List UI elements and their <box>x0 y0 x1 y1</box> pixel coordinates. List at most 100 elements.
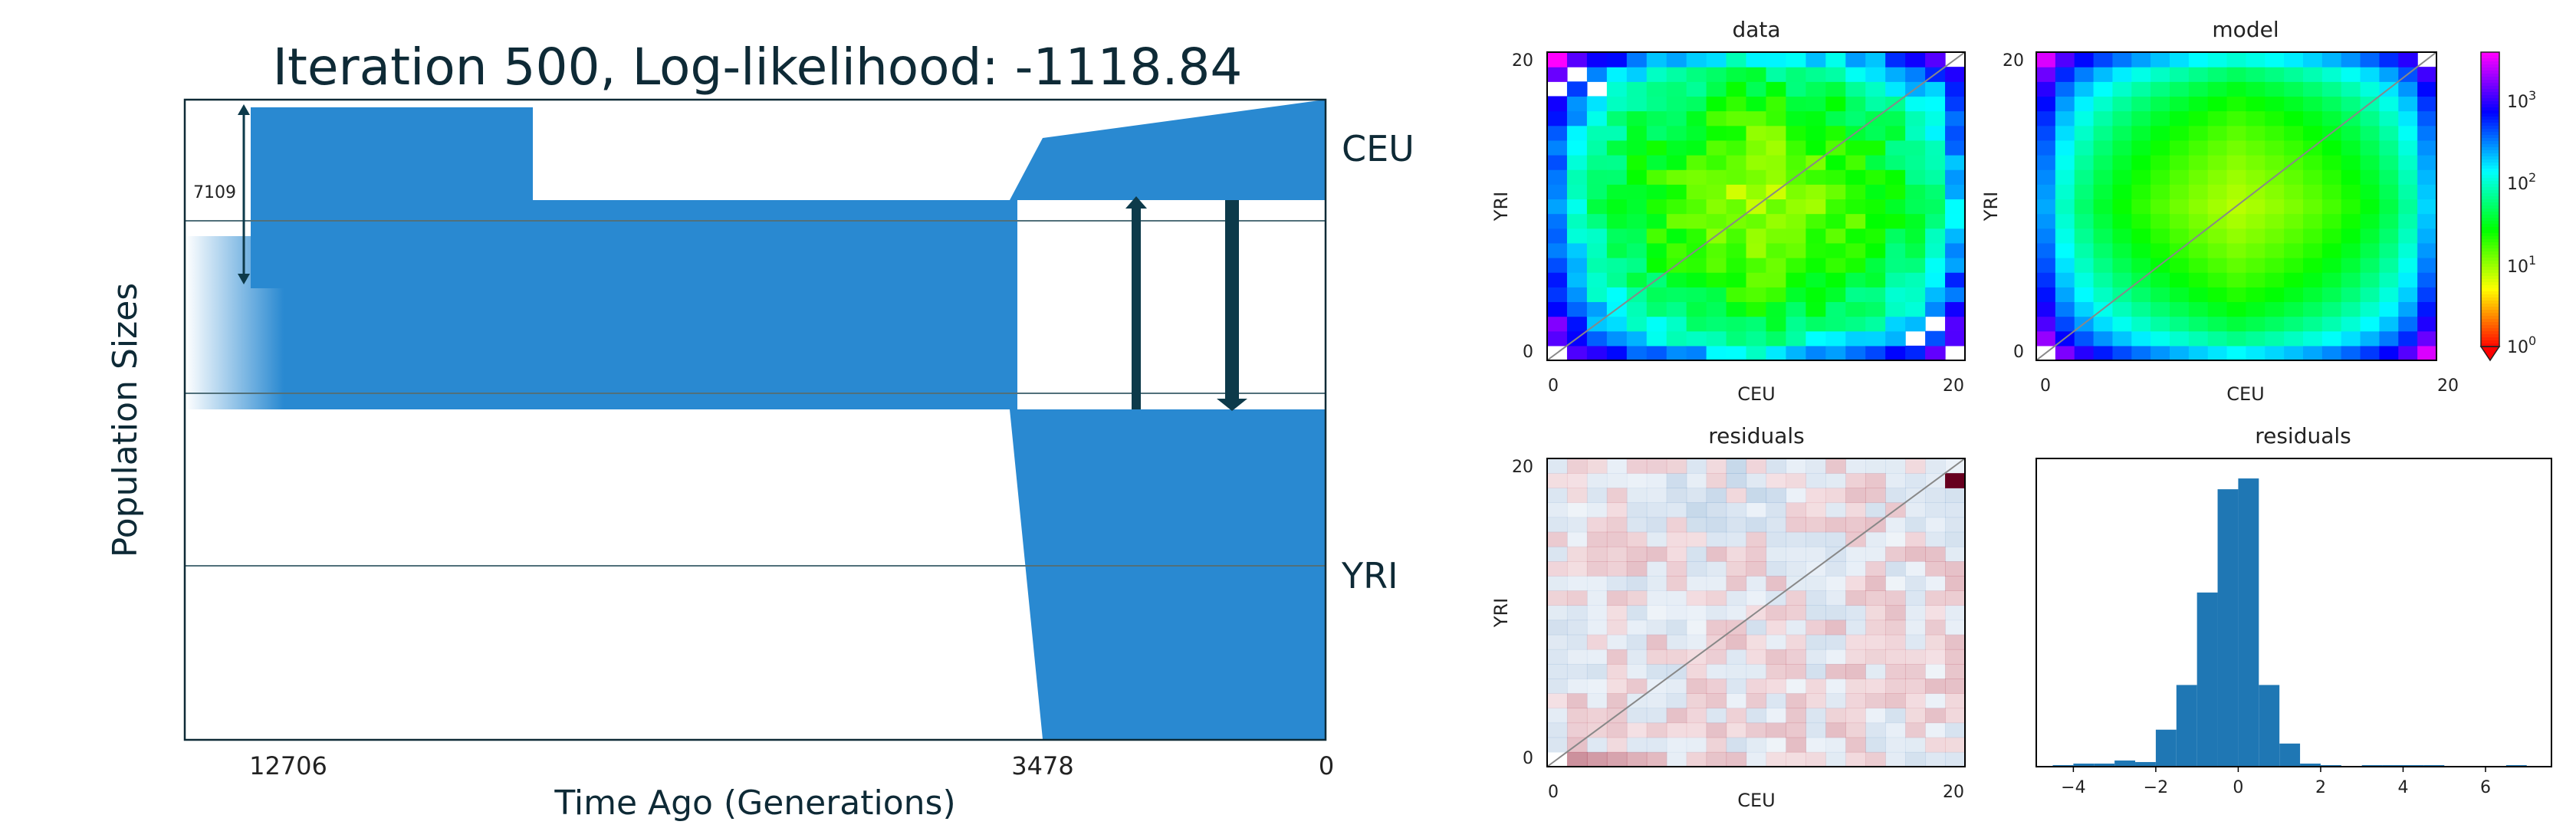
histogram-bar <box>2073 763 2095 767</box>
heatmap-cell <box>1646 96 1668 112</box>
heatmap-cell <box>1606 199 1628 215</box>
colorbar-segment <box>2481 196 2499 200</box>
heatmap-cell <box>1925 664 1946 679</box>
heatmap-cell <box>1845 345 1866 361</box>
heatmap-cell <box>2379 184 2399 200</box>
heatmap-cell <box>1646 546 1668 562</box>
heatmap-cell <box>2341 228 2361 244</box>
heatmap-cell <box>2131 110 2151 127</box>
heatmap-cell <box>1885 169 1906 185</box>
heatmap-cell <box>1726 576 1747 591</box>
heatmap-cell <box>2131 155 2151 170</box>
heatmap-cell <box>1686 213 1707 229</box>
heatmap-cell <box>2303 287 2323 303</box>
heatmap-cell <box>1646 125 1668 141</box>
heatmap-cell <box>2265 52 2285 67</box>
pop-label-yri: YRI <box>1341 555 1398 596</box>
heatmap-cell <box>1706 678 1727 694</box>
heatmap-cell <box>1806 199 1826 215</box>
heatmap-cell <box>2379 199 2399 215</box>
heatmap-cell <box>1845 693 1866 709</box>
heatmap-cell <box>1686 125 1707 141</box>
histogram-x-ticks: −4 −2 0 2 4 6 <box>2061 767 2491 797</box>
heatmap-cell <box>1606 125 1628 141</box>
heatmap-cell <box>1686 722 1707 738</box>
heatmap-cell <box>1945 678 1966 694</box>
heatmap-cell <box>1746 473 1767 488</box>
heatmap-cell <box>1547 140 1568 156</box>
heatmap-cell <box>1706 605 1727 621</box>
heatmap-cell <box>1586 751 1608 767</box>
histogram-tick-label: 2 <box>2315 778 2326 797</box>
heatmap-cell <box>1825 301 1846 317</box>
heatmap-cell <box>2036 228 2056 244</box>
heatmap-cell <box>1825 473 1846 488</box>
heatmap-cell <box>2246 316 2266 332</box>
heatmap-cell <box>2207 228 2228 244</box>
frame <box>2036 458 2552 767</box>
heatmap-cell <box>1606 96 1628 112</box>
heatmap-cell <box>2246 242 2266 258</box>
heatmap-cell <box>1646 155 1668 170</box>
heatmap-cell <box>1566 751 1588 767</box>
heatmap-cell <box>1746 722 1767 738</box>
heatmap-cell <box>1586 619 1608 636</box>
heatmap-cell <box>1547 287 1568 303</box>
heatmap-cell <box>2131 96 2151 112</box>
heatmap-cell <box>1726 488 1747 504</box>
colorbar-segment <box>2481 242 2499 246</box>
heatmap-cell <box>1726 473 1747 488</box>
heatmap-cell <box>1925 517 1946 533</box>
heatmap-cell <box>1806 330 1826 347</box>
heatmap-cell <box>2360 301 2380 317</box>
heatmap-cell <box>1945 488 1966 504</box>
heatmap-cell <box>1646 576 1668 591</box>
heatmap-cell <box>1945 605 1966 621</box>
heatmap-cell <box>1845 272 1866 288</box>
heatmap-cell <box>2055 242 2075 258</box>
heatmap-cell <box>1786 517 1806 533</box>
heatmap-cell <box>2341 316 2361 332</box>
heatmap-cell <box>1726 140 1747 156</box>
heatmap-cell <box>1845 561 1866 577</box>
heatmap-cell <box>2341 67 2361 82</box>
heatmap-cell <box>1865 693 1886 709</box>
heatmap-cell <box>2074 169 2095 185</box>
heatmap-cell <box>1547 531 1568 547</box>
heatmap-cell <box>2093 67 2114 82</box>
heatmap-cell <box>1547 228 1568 244</box>
heatmap-cell <box>2379 287 2399 303</box>
heatmap-cell <box>2321 316 2342 332</box>
heatmap-cell <box>1766 81 1787 97</box>
heatmap-cell <box>1845 576 1866 591</box>
heatmap-cell <box>1586 458 1608 474</box>
heatmap-cell <box>1905 316 1926 332</box>
heatmap-cell <box>1746 67 1767 82</box>
heatmap-cell <box>1885 590 1906 606</box>
heatmap-cell <box>1845 242 1866 258</box>
heatmap-cell <box>1865 737 1886 753</box>
heatmap-cell <box>1706 184 1727 200</box>
size-scale-arrow <box>238 104 250 284</box>
heatmap-cell <box>1925 96 1946 112</box>
heatmap-cell <box>1626 345 1648 361</box>
yri-population-area <box>1010 409 1325 739</box>
heatmap-cell <box>1945 693 1966 709</box>
heatmap-cell <box>2265 272 2285 288</box>
heatmap-cell <box>1786 678 1806 694</box>
heatmap-cell <box>2321 169 2342 185</box>
heatmap-cell <box>2341 199 2361 215</box>
heatmap-cell <box>1666 561 1687 577</box>
heatmap-cell <box>1806 301 1826 317</box>
heatmap-cell <box>1825 52 1846 67</box>
heatmap-cell <box>2188 301 2209 317</box>
heatmap-cell <box>1945 722 1966 738</box>
heatmap-cell <box>2303 301 2323 317</box>
heatmap-cell <box>2188 242 2209 258</box>
heatmap-cell <box>1845 473 1866 488</box>
heatmap-cell <box>1706 590 1727 606</box>
heatmap-cell <box>1806 737 1826 753</box>
heatmap-cell <box>1686 96 1707 112</box>
heatmap-cell <box>2321 155 2342 170</box>
heatmap-cell <box>2379 67 2399 82</box>
